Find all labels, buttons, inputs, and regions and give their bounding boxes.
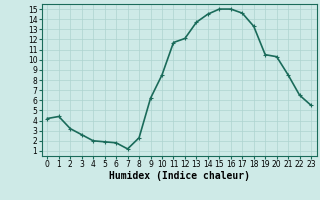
X-axis label: Humidex (Indice chaleur): Humidex (Indice chaleur) — [109, 171, 250, 181]
